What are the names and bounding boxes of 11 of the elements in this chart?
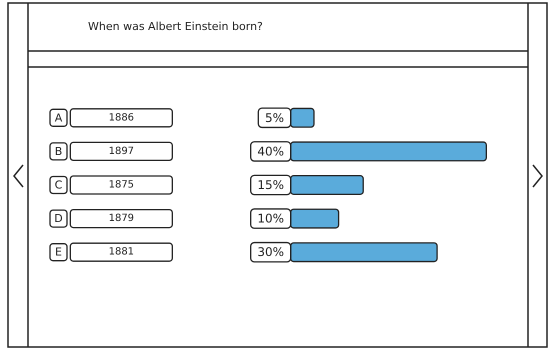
category-label: E 1881 bbox=[55, 246, 134, 259]
data-label: 40% bbox=[257, 144, 284, 158]
data-label: 30% bbox=[257, 245, 284, 260]
data-label: 15% bbox=[257, 178, 284, 192]
category-label: C 1875 bbox=[54, 178, 134, 192]
data-label: 5% bbox=[264, 110, 284, 125]
category-label: D 1879 bbox=[54, 212, 134, 226]
category-label: A 1886 bbox=[54, 111, 134, 124]
category-label: B 1897 bbox=[54, 144, 134, 158]
text: When was Albert Einstein born? bbox=[88, 20, 263, 33]
data-label: 10% bbox=[257, 212, 284, 226]
